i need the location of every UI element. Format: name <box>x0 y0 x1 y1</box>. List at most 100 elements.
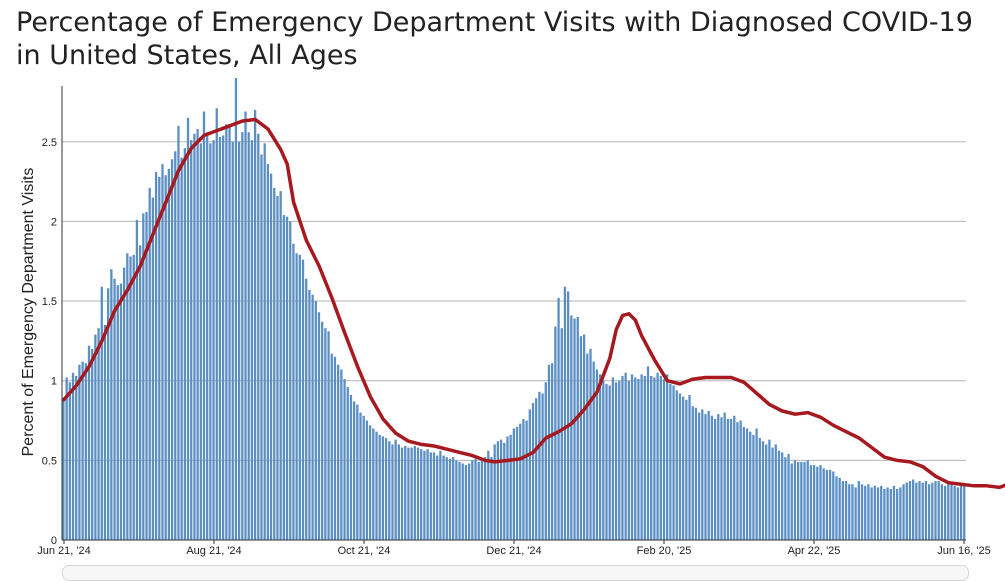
bar <box>333 356 337 540</box>
bar <box>579 336 583 540</box>
bar <box>439 450 442 540</box>
bar <box>608 385 611 540</box>
bar <box>761 441 765 540</box>
bar <box>177 125 180 541</box>
bar <box>675 390 678 540</box>
bar <box>602 380 605 540</box>
bar <box>506 436 509 540</box>
bar <box>282 215 286 540</box>
bar <box>915 482 918 540</box>
x-tick-label: Apr 22, '25 <box>788 545 841 557</box>
bar <box>378 434 381 540</box>
bar <box>627 380 630 540</box>
bar <box>241 132 244 541</box>
bar <box>563 286 567 540</box>
bar <box>292 243 295 540</box>
bar <box>161 164 164 540</box>
bar <box>713 418 717 540</box>
bar <box>509 434 512 540</box>
bar <box>68 382 71 540</box>
bar <box>886 487 889 540</box>
bar <box>247 132 250 541</box>
moving-average-series <box>61 117 1005 490</box>
bar <box>154 172 158 540</box>
x-tick-label: Jun 16, '25 <box>937 545 990 557</box>
bar <box>429 452 432 540</box>
bar <box>113 278 116 540</box>
bar <box>352 401 356 540</box>
bar <box>193 133 196 540</box>
bar <box>790 463 793 540</box>
bar <box>605 383 608 540</box>
bar <box>461 463 464 540</box>
bar <box>372 428 375 540</box>
bar <box>905 482 908 540</box>
bar <box>621 375 624 540</box>
bar <box>391 444 394 540</box>
bar <box>503 442 506 540</box>
bar <box>784 457 787 540</box>
bar <box>835 476 838 540</box>
bar <box>876 487 880 540</box>
bar <box>222 135 225 541</box>
bar <box>337 364 340 540</box>
bar <box>570 315 573 540</box>
bar <box>822 468 825 540</box>
bar <box>787 453 790 540</box>
bar <box>707 410 710 540</box>
bar <box>701 409 704 540</box>
bar <box>892 485 896 540</box>
bar <box>854 487 857 540</box>
bar <box>273 187 276 541</box>
bar <box>225 124 228 541</box>
bar <box>122 267 126 540</box>
bar <box>343 379 346 540</box>
bar <box>215 108 218 540</box>
bar <box>841 481 845 540</box>
bar <box>135 219 139 540</box>
bar <box>535 398 538 540</box>
bar <box>828 469 832 540</box>
bar <box>832 471 835 540</box>
bar <box>138 245 142 540</box>
bar <box>927 484 931 540</box>
bar <box>630 374 634 540</box>
bar <box>394 439 397 540</box>
bar <box>519 423 522 540</box>
bar-series <box>62 78 966 541</box>
bar <box>365 420 369 540</box>
bar <box>812 465 816 540</box>
y-tick-label: 0 <box>51 535 57 547</box>
bar <box>634 377 637 540</box>
bar <box>796 461 800 540</box>
bar <box>483 457 487 540</box>
bar <box>704 414 707 540</box>
bar <box>544 382 547 540</box>
bar <box>107 288 110 540</box>
bar <box>349 395 353 540</box>
bar <box>749 431 752 540</box>
bar <box>611 377 615 540</box>
y-axis-label: Percent of Emergency Department Visits <box>20 168 37 457</box>
x-tick-label: Feb 20, '25 <box>637 545 692 557</box>
bar <box>407 447 410 540</box>
bar <box>404 446 407 540</box>
bar <box>410 447 413 540</box>
moving-average-line <box>61 117 1005 490</box>
bar <box>819 465 822 540</box>
bar <box>710 415 714 540</box>
bar <box>557 297 560 540</box>
bar <box>771 447 774 540</box>
bar <box>643 375 646 540</box>
bar <box>250 140 254 540</box>
y-tick-label: 2.5 <box>42 137 57 149</box>
bar <box>522 418 525 540</box>
bar <box>953 485 956 540</box>
range-navigator[interactable] <box>62 565 969 581</box>
bar <box>228 127 231 540</box>
bar <box>174 151 177 540</box>
bar <box>499 439 503 540</box>
bar <box>541 393 544 540</box>
bar <box>694 407 698 540</box>
bar <box>908 481 912 540</box>
